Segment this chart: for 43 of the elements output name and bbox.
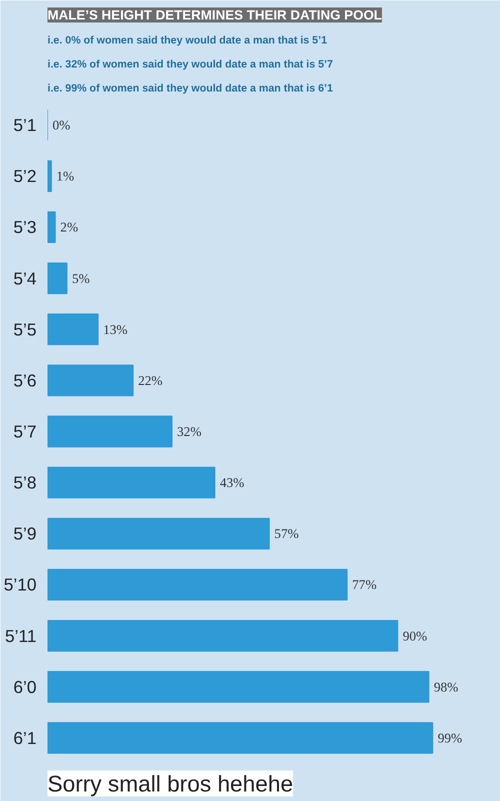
data-label: 32% — [177, 424, 202, 439]
bar — [48, 568, 348, 601]
text: i.e. 32% of women said they would date a man that is 5’7 — [48, 58, 333, 70]
bar — [48, 722, 434, 754]
bar — [48, 364, 134, 396]
y-tick-label: 5’3 — [13, 217, 36, 238]
y-tick-label: 5’8 — [13, 472, 36, 493]
y-tick-label: 5’2 — [13, 166, 36, 186]
data-label: 13% — [103, 322, 128, 337]
y-tick-label: 5’7 — [13, 422, 36, 442]
bar — [48, 620, 398, 652]
data-label: 77% — [352, 577, 377, 592]
bar — [48, 416, 173, 448]
data-label: 22% — [138, 372, 163, 388]
data-label: 0% — [52, 118, 70, 133]
bar — [48, 160, 52, 192]
bar — [48, 211, 56, 244]
y-tick-label: 5’11 — [5, 626, 37, 646]
data-label: 57% — [274, 526, 299, 542]
y-tick-label: 5’4 — [13, 268, 37, 288]
chart-title: MALE’S HEIGHT DETERMINES THEIR DATING POOL — [48, 8, 382, 22]
y-tick-label: 5’5 — [13, 319, 36, 340]
bar — [48, 314, 99, 346]
data-label: 5% — [72, 270, 90, 286]
data-label: 90% — [402, 628, 428, 644]
y-tick-label: 6’1 — [13, 728, 36, 748]
y-tick-label: 5’6 — [13, 370, 36, 390]
data-label: 1% — [56, 168, 74, 184]
data-label: 43% — [220, 475, 244, 490]
data-label: 2% — [60, 220, 78, 235]
y-tick-label: 5’9 — [13, 524, 36, 544]
text: i.e. 0% of women said they would date a man that is 5’1 — [48, 34, 328, 46]
bar — [48, 466, 216, 498]
text: i.e. 99% of women said they would date a man that is 6’1 — [48, 82, 333, 94]
y-tick-label: 6’0 — [13, 676, 36, 697]
bar — [48, 671, 430, 703]
bar — [48, 262, 68, 294]
bar — [48, 518, 270, 550]
y-tick-label: 5’1 — [13, 115, 36, 136]
text: Sorry small bros hehehe — [48, 770, 294, 796]
data-label: 99% — [438, 730, 462, 746]
data-label: 98% — [434, 679, 458, 694]
y-tick-label: 5’10 — [4, 574, 37, 595]
